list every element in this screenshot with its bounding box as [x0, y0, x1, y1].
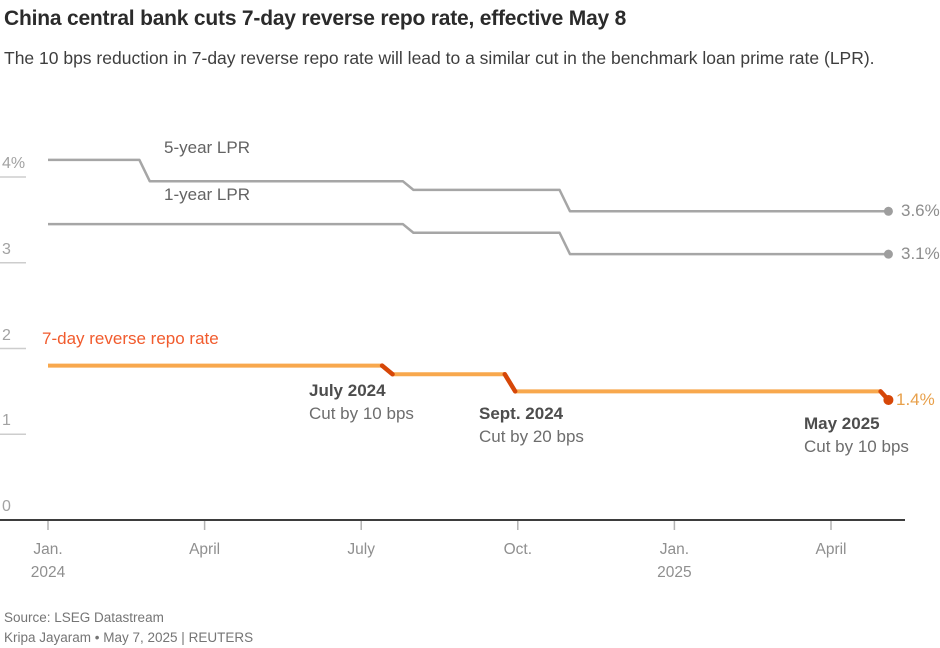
x-tick-sublabel: 2024 [30, 564, 66, 581]
series-label-5-year-lpr: 5-year LPR [164, 138, 250, 157]
end-value-label-1-year-lpr: 3.1% [901, 244, 940, 263]
x-tick-label: Jan. [33, 541, 63, 558]
x-tick-sublabel: 2025 [657, 564, 692, 581]
series-line-1-year-lpr [48, 222, 889, 256]
x-tick-label: April [189, 541, 221, 558]
series-line-7-day-reverse-repo-rate [48, 363, 890, 402]
annotation-detail: Cut by 10 bps [804, 437, 909, 456]
x-tick-label: July [347, 541, 375, 558]
byline: Kripa Jayaram • May 7, 2025 | REUTERS [4, 630, 254, 645]
x-tick-label: April [815, 541, 847, 558]
annotation-title: July 2024 [309, 381, 386, 400]
rate-cut-step-segment [502, 371, 518, 394]
rate-cut-step-segment [379, 363, 395, 377]
y-tick-label: 4% [2, 155, 26, 172]
series-end-dot-5-year-lpr [883, 206, 893, 216]
y-tick-label: 0 [2, 498, 11, 515]
annotation-sept-2024: Sept. 2024 Cut by 20 bps [479, 402, 584, 448]
series-label-1-year-lpr: 1-year LPR [164, 185, 250, 204]
x-tick-label: Jan. [659, 541, 690, 558]
y-tick-label: 2 [2, 326, 11, 344]
annotation-title: Sept. 2024 [479, 404, 564, 423]
page-title: China central bank cuts 7-day reverse re… [4, 7, 627, 30]
annotation-title: May 2025 [804, 414, 880, 433]
annotation-detail: Cut by 10 bps [309, 404, 414, 423]
annotation-detail: Cut by 20 bps [479, 427, 584, 446]
series-end-dot-1-year-lpr [883, 249, 893, 259]
y-tick-label: 1 [2, 412, 11, 430]
chart-footer: Source: LSEG Datastream Kripa Jayaram • … [4, 608, 253, 648]
y-tick-label: 3 [2, 240, 11, 258]
end-value-label-5-year-lpr: 3.6% [901, 201, 940, 220]
series-line-5-year-lpr [48, 158, 889, 213]
source-note: Source: LSEG Datastream [4, 610, 164, 625]
series-label-repo-rate: 7-day reverse repo rate [42, 329, 219, 348]
annotation-july-2024: July 2024 Cut by 10 bps [309, 379, 414, 425]
end-value-label-repo-rate: 1.4% [896, 390, 935, 409]
page-subtitle: The 10 bps reduction in 7-day reverse re… [4, 48, 875, 68]
annotation-may-2025: May 2025 Cut by 10 bps [804, 412, 909, 458]
x-tick-label: Oct. [503, 541, 532, 558]
series-end-dot-7-day-reverse-repo-rate [883, 394, 894, 405]
